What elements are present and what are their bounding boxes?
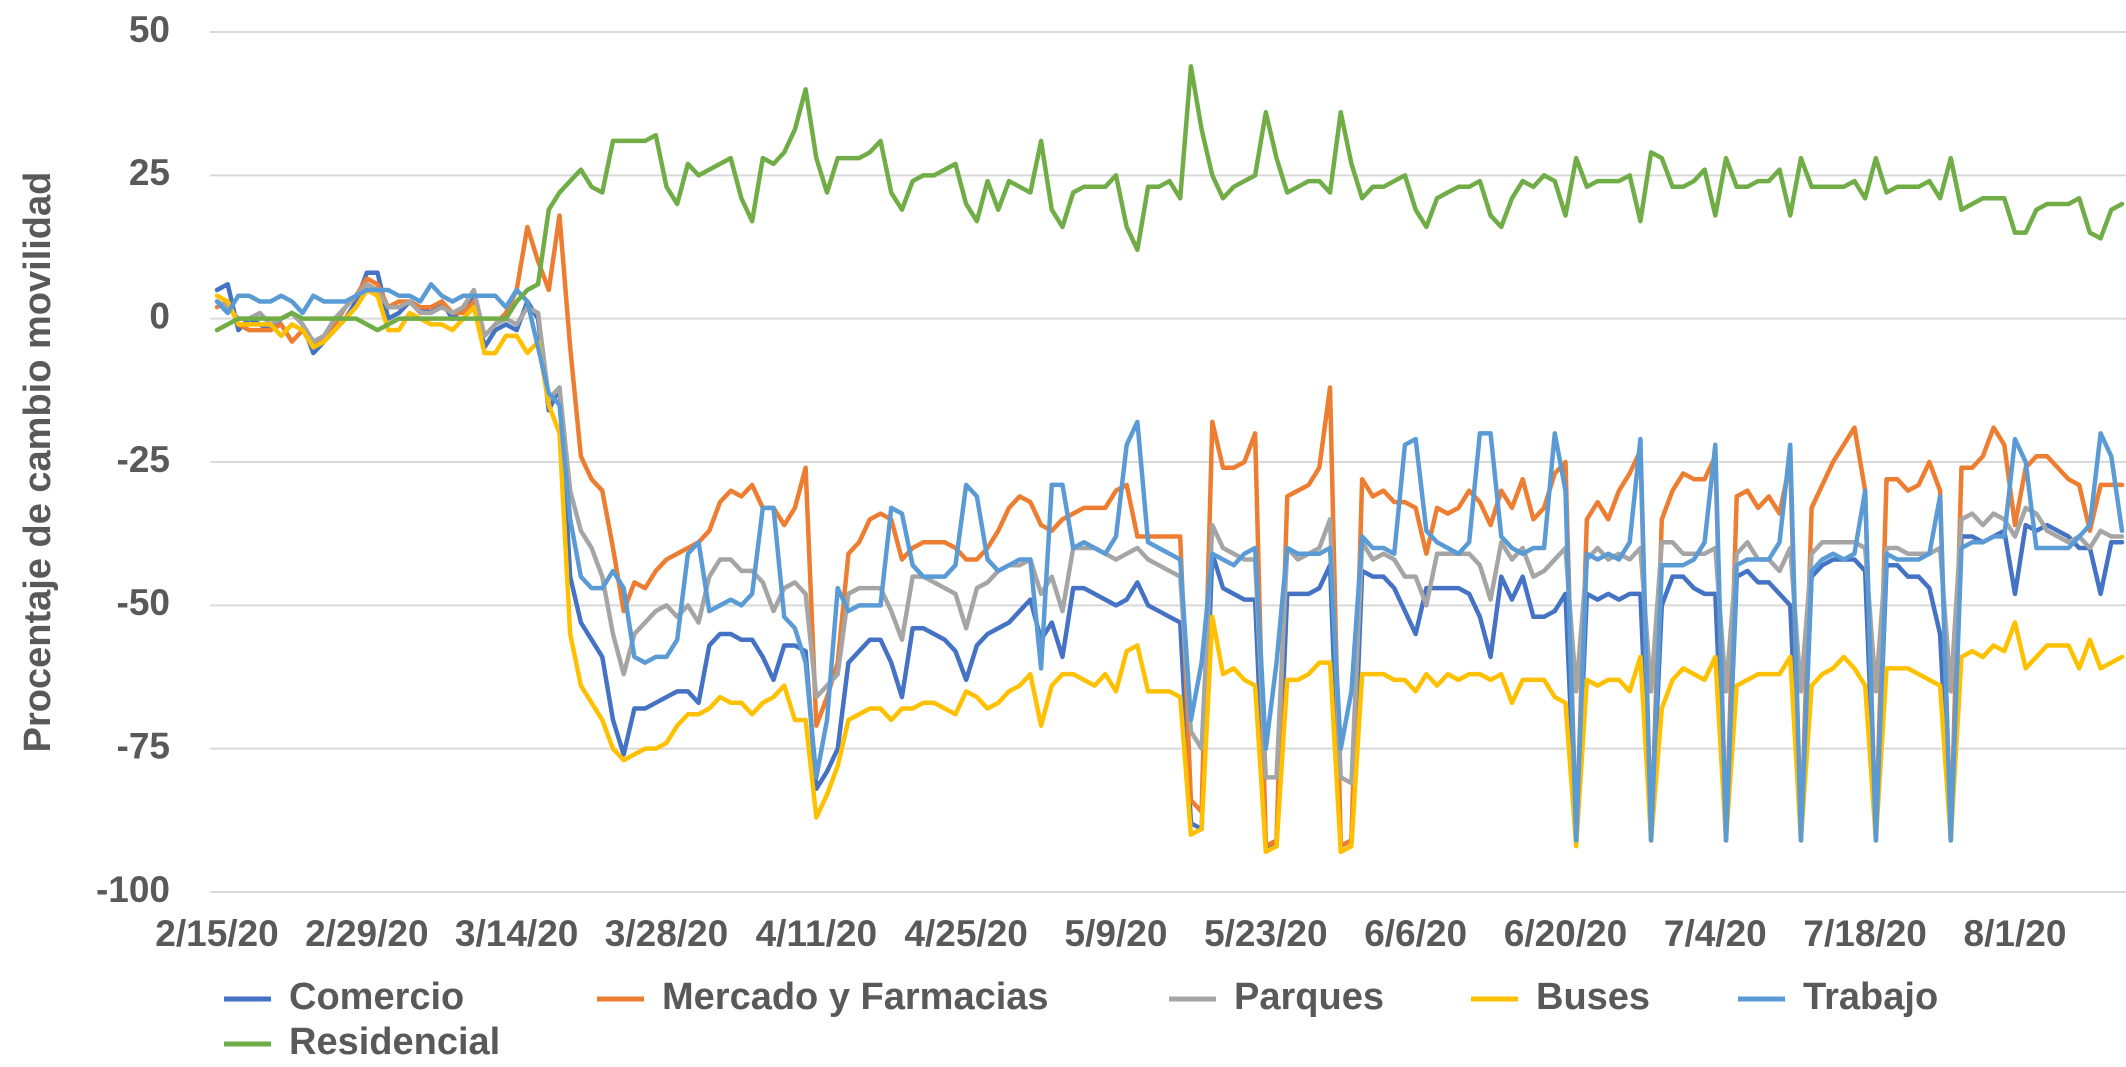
- y-tick-label: 25: [129, 152, 170, 193]
- legend-label: Residencial: [289, 1021, 500, 1063]
- y-tick-label: 50: [129, 9, 170, 50]
- x-tick-label: 7/18/20: [1803, 913, 1926, 954]
- series-line: [214, 282, 2125, 843]
- x-tick-label: 3/14/20: [455, 913, 578, 954]
- y-tick-label: -75: [117, 725, 170, 766]
- x-tick-label: 4/11/20: [756, 913, 877, 954]
- x-tick-label: 7/4/20: [1664, 913, 1767, 954]
- legend-label: Mercado y Farmacias: [662, 976, 1049, 1018]
- x-tick-label: 2/29/20: [305, 913, 428, 954]
- y-tick-label: -50: [117, 582, 170, 623]
- y-tick-label: -100: [96, 869, 170, 910]
- legend-label: Parques: [1234, 976, 1384, 1018]
- x-tick-label: 3/28/20: [605, 913, 728, 954]
- legend-label: Buses: [1536, 976, 1650, 1018]
- x-tick-label: 6/6/20: [1364, 913, 1467, 954]
- x-tick-label: 8/1/20: [1964, 913, 2067, 954]
- x-tick-label: 5/23/20: [1204, 913, 1327, 954]
- y-tick-label: -25: [117, 439, 170, 480]
- x-tick-label: 5/9/20: [1065, 913, 1168, 954]
- x-tick-label: 2/15/20: [155, 913, 278, 954]
- series-line: [214, 213, 2125, 849]
- x-tick-label: 6/20/20: [1504, 913, 1627, 954]
- legend-label: Comercio: [289, 976, 464, 1018]
- y-tick-label: 0: [149, 295, 170, 336]
- y-axis-title: Procentaje de cambio movilidad: [17, 172, 59, 753]
- series-line: [214, 270, 2125, 849]
- x-tick-label: 4/25/20: [904, 913, 1027, 954]
- series-line: [214, 64, 2125, 333]
- legend-label: Trabajo: [1803, 976, 1938, 1018]
- series-line: [214, 282, 2125, 786]
